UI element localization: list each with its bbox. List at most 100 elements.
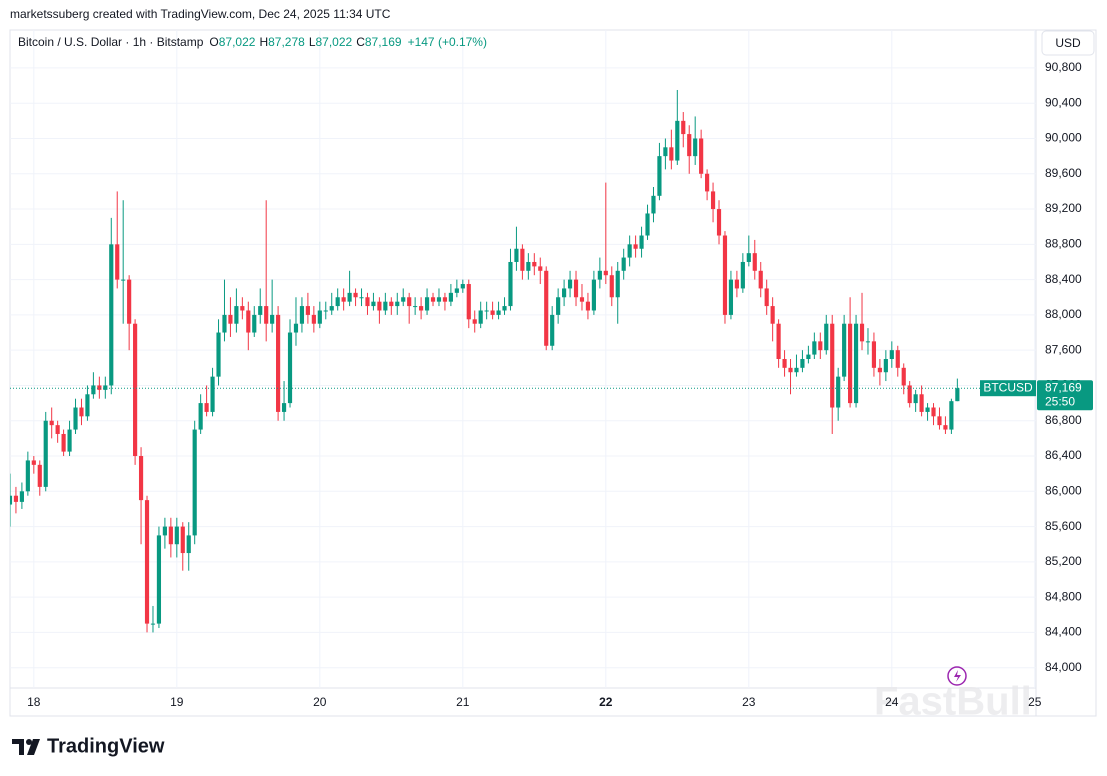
y-tick-label: 90,800 (1045, 60, 1082, 74)
assistant-icon[interactable] (947, 666, 967, 686)
candle-body (609, 275, 614, 298)
candle-body (466, 284, 471, 320)
candle-body (591, 279, 596, 311)
candle-body (794, 367, 799, 373)
candle-body (579, 297, 585, 302)
price-badge (1037, 380, 1093, 411)
candle-body (436, 297, 442, 302)
candle-body (389, 301, 394, 307)
grid (10, 30, 1036, 688)
candle-body (234, 306, 239, 324)
axes: 84,000 84,400 84,800 85,200 85,600 86,000 86,4… (27, 60, 1093, 709)
candle-body (377, 301, 382, 311)
candle-body (925, 407, 930, 412)
ohlc-value: 87,278 (268, 35, 305, 49)
candle-body (716, 209, 722, 236)
x-tick-label: 20 (313, 695, 327, 709)
candle-body (252, 314, 257, 333)
symbol-legend: Bitcoin / U.S. Dollar · 1h · Bitstamp O87… (18, 35, 487, 49)
ohlc-value: 87,169 (365, 35, 402, 49)
y-tick-label: 89,200 (1045, 201, 1082, 215)
candle-body (824, 323, 829, 351)
candle-body (800, 359, 805, 368)
symbol-badge (980, 380, 1036, 397)
candle-body (287, 332, 293, 404)
candle-body (877, 367, 882, 373)
candle-body (764, 288, 769, 307)
y-tick-label: 86,800 (1045, 413, 1082, 427)
currency-button[interactable] (1041, 30, 1095, 56)
candle-body (758, 270, 763, 289)
candle-body (806, 354, 811, 359)
candle-body (842, 323, 847, 377)
candle-body (532, 261, 537, 267)
candle-body (329, 306, 334, 311)
candle-body (341, 297, 346, 302)
candle-body (919, 394, 924, 412)
candle-body (442, 297, 448, 302)
candle-body (25, 460, 30, 492)
candle-body (746, 253, 751, 262)
x-tick-label: 19 (170, 695, 184, 709)
chart-frame (9, 29, 1097, 717)
candle-body (10, 495, 13, 505)
candle-body (353, 292, 358, 298)
candle-body (264, 306, 269, 324)
candle-body (210, 376, 215, 412)
candle-body (281, 403, 287, 412)
ohlc-value: 87,022 (219, 35, 256, 49)
brand-logo (12, 739, 40, 755)
price-badge-text: 87,169 (1045, 380, 1082, 394)
candle-body (43, 420, 48, 487)
candle-body (812, 341, 817, 355)
candle-body (508, 261, 513, 307)
y-tick-label: 85,200 (1045, 554, 1082, 568)
y-tick-label: 90,000 (1045, 131, 1082, 145)
y-tick-label: 88,400 (1045, 272, 1082, 286)
candle-body (633, 244, 638, 249)
candle-body (597, 270, 602, 280)
x-tick-label: 24 (885, 695, 899, 709)
y-tick-label: 84,800 (1045, 589, 1082, 603)
candle-body (669, 147, 674, 161)
currency[interactable]: USD (1055, 36, 1081, 50)
change: +147 (+0.17%) (408, 35, 487, 49)
candle-body (788, 367, 793, 373)
brand: TradingView (47, 735, 165, 757)
candle-body (502, 306, 507, 311)
credit: marketssuberg created with TradingView.c… (10, 7, 391, 21)
candle-body (889, 350, 894, 359)
y-tick-label: 86,000 (1045, 483, 1082, 497)
candle-body (782, 359, 787, 368)
candle-body (37, 464, 42, 487)
candle-body (67, 429, 72, 452)
candle-body (627, 244, 632, 258)
candle-body (430, 297, 436, 302)
candle-body (424, 297, 430, 311)
y-tick-label: 86,400 (1045, 448, 1082, 462)
ohlc-label: L (309, 35, 316, 49)
y-tick-label: 88,800 (1045, 237, 1082, 251)
candle-body (359, 297, 364, 299)
candle-body (156, 535, 162, 624)
candle-body (550, 314, 555, 346)
x-tick-label: 22 (599, 695, 613, 709)
candle-body (603, 270, 608, 276)
candle-body (556, 297, 561, 315)
candle-body (585, 301, 591, 311)
y-tick-label: 87,600 (1045, 342, 1082, 356)
candle-body (293, 323, 299, 333)
candle-body (299, 306, 305, 324)
candle-body (740, 261, 745, 289)
candle-body (490, 310, 495, 315)
candle-body (127, 279, 132, 324)
candle-body (198, 403, 203, 430)
candle-body (168, 526, 173, 545)
candle-body (705, 173, 710, 192)
candle-body (115, 244, 120, 280)
candle-body (734, 279, 739, 289)
candle-body (192, 429, 197, 536)
symbol-badge-text: BTCUSD (983, 380, 1033, 394)
